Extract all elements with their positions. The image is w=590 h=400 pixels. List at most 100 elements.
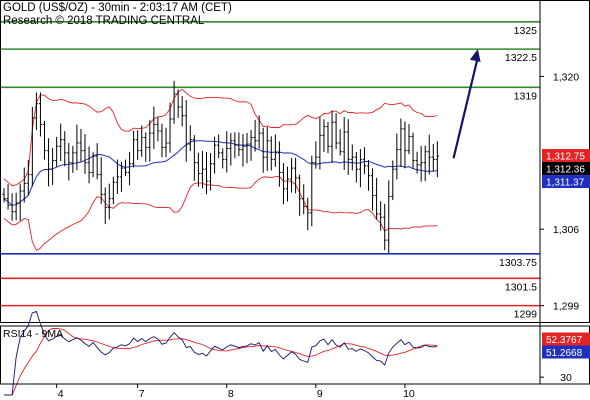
price-bar-14 (59, 123, 63, 161)
price-bar-83 (338, 129, 342, 156)
bollinger-bands (3, 88, 438, 252)
time-tick-label-2: 8 (228, 388, 234, 400)
level-label-2: 1319 (514, 90, 538, 102)
price-bar-61 (249, 129, 253, 161)
price-tag-0: 1,312.75 (546, 152, 585, 163)
price-bar-25 (103, 187, 107, 225)
price-bar-32 (132, 130, 136, 168)
price-bar-0 (2, 188, 6, 203)
price-bar-20 (83, 134, 87, 174)
rsi-pane-frame (0, 325, 590, 385)
price-bar-10 (42, 120, 47, 160)
price-tags: 1,312.75 1,312.36 1,311.37 (542, 149, 590, 189)
price-bar-67 (273, 134, 277, 167)
price-bar-82 (334, 113, 338, 150)
price-bar-9 (38, 92, 43, 137)
price-bar-35 (144, 132, 148, 162)
time-axis: 4 7 8 9 10 (56, 384, 415, 400)
price-bar-73 (298, 174, 302, 216)
price-bar-65 (265, 126, 269, 171)
price-bar-80 (326, 122, 330, 154)
price-bar-52 (213, 136, 217, 174)
price-bar-18 (75, 124, 79, 171)
price-bar-96 (391, 160, 395, 201)
price-bar-16 (67, 143, 71, 181)
price-bar-59 (241, 133, 245, 167)
price-bar-91 (370, 168, 375, 211)
price-bar-86 (350, 144, 354, 171)
price-bar-41 (168, 102, 172, 153)
price-bar-78 (318, 117, 322, 170)
level-label-0: 1325 (514, 25, 538, 37)
rsi-tag-bg-0 (542, 332, 590, 346)
price-bar-72 (294, 157, 298, 194)
moving-average (3, 140, 438, 206)
time-tick-label-3: 9 (317, 388, 323, 400)
level-label-3: 1303.75 (499, 257, 537, 269)
price-bar-29 (119, 162, 124, 192)
price-bar-106 (431, 143, 435, 172)
price-bar-26 (107, 183, 111, 220)
price-bar-104 (423, 145, 427, 182)
price-bar-45 (184, 100, 188, 162)
price-bar-21 (87, 146, 91, 184)
price-bar-8 (34, 92, 38, 130)
price-bar-64 (261, 127, 265, 173)
price-bar-2 (10, 193, 14, 221)
price-bar-37 (152, 106, 156, 149)
price-bar-15 (63, 131, 67, 167)
price-bar-51 (208, 153, 213, 191)
price-bar-63 (257, 115, 261, 149)
price-bar-24 (99, 157, 103, 204)
price-bar-84 (342, 117, 346, 170)
price-bar-33 (136, 130, 140, 160)
price-bar-12 (51, 147, 55, 185)
price-bar-55 (225, 131, 229, 173)
price-tag-bg-2 (542, 175, 590, 189)
price-bar-62 (253, 119, 257, 152)
price-bar-19 (79, 128, 83, 162)
level-label-4: 1301.5 (505, 281, 537, 293)
price-bar-74 (302, 184, 306, 215)
price-bar-30 (123, 159, 128, 176)
price-bar-71 (289, 157, 294, 193)
forecast-arrow-head (469, 49, 481, 63)
forecast-arrow (452, 49, 481, 159)
rsi-ma-line (4, 327, 438, 396)
price-bar-105 (427, 134, 431, 175)
price-bar-87 (354, 151, 358, 183)
price-bar-28 (115, 159, 119, 194)
price-bar-46 (188, 125, 192, 152)
time-tick-label-0: 4 (58, 388, 64, 400)
price-bar-56 (229, 133, 233, 166)
price-tag-1: 1,312.36 (546, 165, 585, 176)
price-bar-70 (285, 166, 290, 202)
price-bar-95 (387, 180, 391, 253)
price-bar-13 (55, 136, 59, 167)
price-bar-79 (322, 119, 326, 153)
price-bar-94 (383, 203, 387, 251)
price-bar-77 (314, 141, 318, 169)
level-label-5: 1299 (514, 309, 538, 321)
price-bar-57 (233, 132, 237, 159)
price-tick-label-2: 1,320 (553, 71, 579, 83)
bollinger-lower (3, 175, 438, 252)
price-bar-43 (176, 89, 180, 118)
price-bar-76 (310, 155, 314, 227)
level-labels: 1325 1322.5 1319 1303.75 1301.5 1299 (499, 25, 537, 321)
price-bar-42 (172, 80, 176, 124)
price-bar-3 (14, 192, 18, 221)
price-bar-48 (196, 152, 200, 187)
price-bar-40 (164, 127, 168, 158)
price-bar-93 (379, 201, 383, 231)
price-bar-98 (399, 118, 403, 168)
price-tag-bg-0 (542, 149, 590, 163)
time-tick-label-4: 10 (403, 388, 415, 400)
price-bars (2, 80, 439, 253)
price-bar-54 (221, 148, 225, 169)
price-bar-99 (403, 121, 407, 169)
price-bar-34 (140, 125, 144, 157)
price-bar-88 (358, 149, 362, 188)
price-bar-5 (22, 167, 26, 203)
rsi-title: RSI14 - 9MA (3, 328, 63, 340)
